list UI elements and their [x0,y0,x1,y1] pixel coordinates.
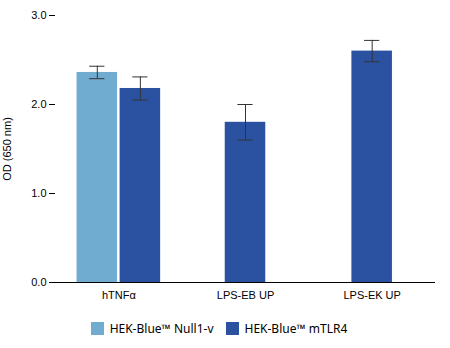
svg-text:0.0: 0.0 [31,276,46,288]
svg-text:hTNFα: hTNFα [102,289,137,301]
svg-text:1.0: 1.0 [31,187,46,199]
svg-text:3.0: 3.0 [31,9,46,21]
html-text:HEK-Blue™ mTLR4: HEK-Blue™ mTLR4 [244,320,348,337]
html-text:HEK-Blue™ Null1-v: HEK-Blue™ Null1-v [109,320,214,337]
svg-text:LPS-EK UP: LPS-EK UP [343,289,400,301]
svg-text:LPS-EB UP: LPS-EB UP [217,289,274,301]
svg-text:2.0: 2.0 [31,98,46,110]
svg-text:OD (650 nm): OD (650 nm) [1,117,13,181]
